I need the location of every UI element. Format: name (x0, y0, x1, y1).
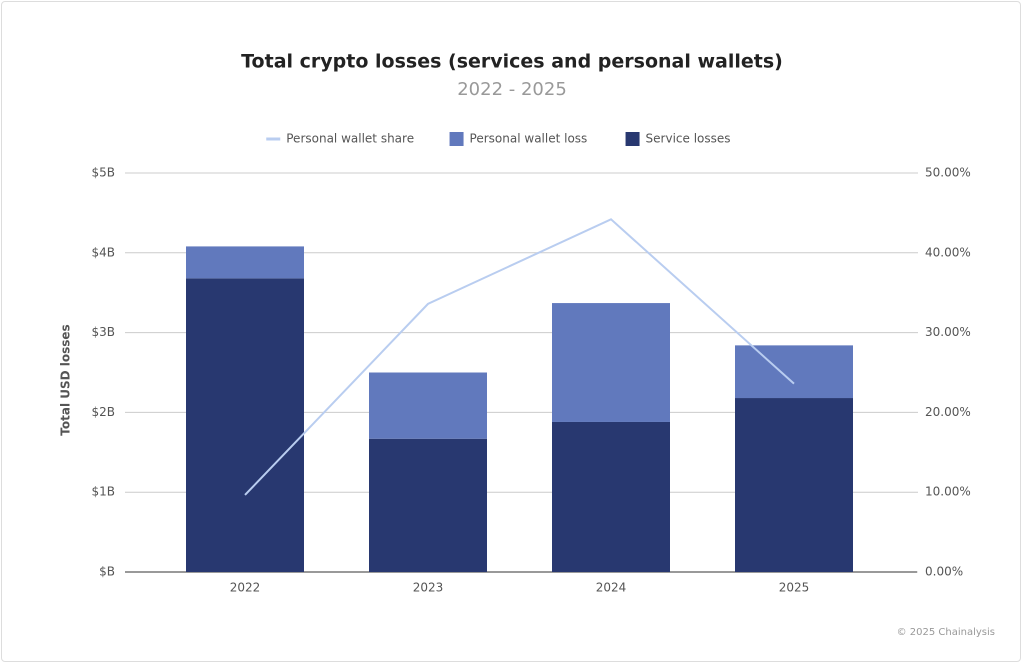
bar (735, 398, 853, 572)
bar (186, 246, 304, 279)
y2-tick-label: 0.00% (925, 565, 963, 579)
y-tick-label: $2B (91, 405, 115, 419)
y2-tick-label: 20.00% (925, 405, 971, 419)
legend-label: Service losses (646, 132, 731, 146)
y-tick-label: $4B (91, 245, 115, 259)
credit: © 2025 Chainalysis (897, 627, 995, 638)
legend-label: Personal wallet loss (470, 132, 588, 146)
x-tick-label: 2025 (779, 581, 810, 595)
y2-tick-label: 30.00% (925, 325, 971, 339)
bar (369, 372, 487, 439)
y-tick-label: $5B (91, 166, 115, 180)
legend-swatch (625, 132, 640, 146)
y-tick-label: $1B (91, 485, 115, 499)
y2-tick-label: 50.00% (925, 166, 971, 180)
x-tick-label: 2023 (413, 581, 444, 595)
legend-swatch (449, 132, 464, 146)
bar (186, 278, 304, 572)
bar (552, 421, 670, 572)
bar (369, 438, 487, 572)
line (244, 218, 795, 496)
chart-subtitle: 2022 - 2025 (457, 79, 567, 100)
bar (735, 345, 853, 399)
chart-title: Total crypto losses (services and person… (241, 51, 783, 73)
y-tick-label: $B (99, 565, 115, 579)
x-tick-label: 2022 (230, 581, 261, 595)
legend-label: Personal wallet share (286, 132, 414, 146)
y2-tick-label: 10.00% (925, 485, 971, 499)
y-axis-label: Total USD losses (59, 324, 73, 435)
y-tick-label: $3B (91, 325, 115, 339)
y2-tick-label: 40.00% (925, 245, 971, 259)
bar (552, 303, 670, 422)
x-tick-label: 2024 (596, 581, 627, 595)
